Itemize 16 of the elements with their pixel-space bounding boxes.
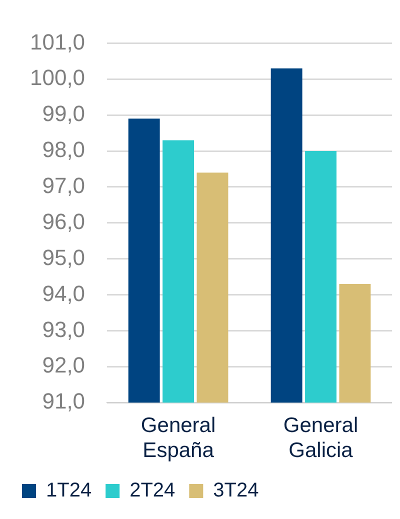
legend-label: 2T24 [130,480,176,502]
y-tick-label: 91,0 [42,388,86,414]
y-tick-label: 101,0 [30,29,86,54]
y-tick-label: 99,0 [42,101,86,126]
x-tick-label: General Galicia [283,414,358,462]
legend-label: 1T24 [46,480,92,502]
x-tick-label: General España [140,414,216,462]
y-tick-label: 92,0 [42,352,86,378]
y-tick-label: 93,0 [42,316,86,342]
y-tick-label: 96,0 [42,208,86,234]
y-tick-label: 97,0 [42,173,86,198]
legend-label: 3T24 [213,480,259,502]
y-tick-label: 94,0 [42,280,86,306]
y-tick-label: 98,0 [42,137,86,162]
y-tick-label: 95,0 [42,244,86,270]
y-tick-label: 100,0 [30,65,86,90]
